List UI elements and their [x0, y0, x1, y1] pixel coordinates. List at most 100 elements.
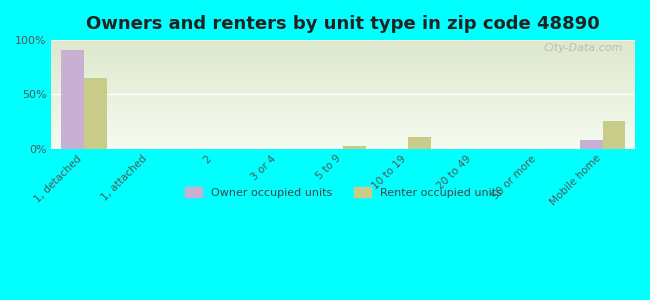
Bar	[51, 106, 635, 107]
Bar	[51, 128, 635, 129]
Bar	[51, 131, 635, 132]
Bar	[51, 65, 635, 66]
Bar	[51, 54, 635, 55]
Bar	[51, 66, 635, 67]
Bar	[51, 147, 635, 148]
Bar	[51, 90, 635, 91]
Bar	[51, 48, 635, 49]
Bar	[51, 134, 635, 136]
Bar	[51, 91, 635, 92]
Bar	[51, 81, 635, 83]
Bar	[51, 76, 635, 77]
Bar	[51, 136, 635, 138]
Bar	[51, 145, 635, 146]
Bar	[51, 62, 635, 63]
Bar	[51, 46, 635, 48]
Bar	[51, 99, 635, 100]
Bar	[51, 75, 635, 76]
Bar	[51, 139, 635, 140]
Bar	[51, 52, 635, 53]
Bar	[51, 146, 635, 147]
Bar	[580, 140, 603, 148]
Bar	[51, 95, 635, 97]
Bar	[51, 77, 635, 78]
Bar	[51, 112, 635, 113]
Bar	[51, 67, 635, 68]
Bar	[51, 55, 635, 56]
Bar	[51, 50, 635, 51]
Bar	[51, 80, 635, 81]
Bar	[51, 111, 635, 112]
Bar	[51, 87, 635, 88]
Bar	[51, 89, 635, 90]
Bar	[51, 126, 635, 127]
Bar	[51, 132, 635, 133]
Bar	[51, 94, 635, 95]
Bar	[51, 70, 635, 71]
Bar	[51, 79, 635, 80]
Bar	[51, 68, 635, 69]
Bar	[51, 103, 635, 104]
Bar	[84, 78, 107, 148]
Bar	[51, 58, 635, 60]
Bar	[51, 124, 635, 125]
Bar	[51, 41, 635, 42]
Bar	[51, 92, 635, 93]
Bar	[51, 138, 635, 139]
Legend: Owner occupied units, Renter occupied units: Owner occupied units, Renter occupied un…	[181, 183, 506, 203]
Bar	[51, 127, 635, 128]
Bar	[51, 129, 635, 130]
Bar	[51, 42, 635, 44]
Bar	[51, 116, 635, 117]
Bar	[51, 130, 635, 131]
Bar	[51, 115, 635, 116]
Bar	[51, 49, 635, 50]
Bar	[61, 50, 84, 148]
Bar	[51, 117, 635, 118]
Bar	[51, 60, 635, 61]
Bar	[51, 83, 635, 85]
Bar	[51, 53, 635, 54]
Bar	[51, 114, 635, 115]
Bar	[51, 82, 635, 83]
Bar	[51, 125, 635, 126]
Bar	[51, 40, 635, 41]
Bar	[51, 101, 635, 102]
Bar	[51, 85, 635, 86]
Bar	[51, 102, 635, 103]
Bar	[51, 142, 635, 143]
Bar	[51, 119, 635, 120]
Bar	[51, 56, 635, 58]
Bar	[51, 74, 635, 75]
Bar	[51, 44, 635, 46]
Bar	[51, 110, 635, 111]
Bar	[51, 64, 635, 65]
Bar	[343, 146, 366, 148]
Bar	[51, 100, 635, 101]
Bar	[51, 78, 635, 79]
Bar	[51, 122, 635, 124]
Bar	[51, 61, 635, 62]
Bar	[51, 144, 635, 145]
Title: Owners and renters by unit type in zip code 48890: Owners and renters by unit type in zip c…	[86, 15, 600, 33]
Bar	[51, 98, 635, 99]
Bar	[51, 73, 635, 74]
Bar	[51, 63, 635, 64]
Text: City-Data.com: City-Data.com	[544, 44, 623, 53]
Bar	[51, 143, 635, 144]
Bar	[51, 108, 635, 110]
Bar	[51, 51, 635, 52]
Bar	[603, 122, 625, 148]
Bar	[51, 71, 635, 73]
Bar	[51, 113, 635, 114]
Bar	[51, 120, 635, 122]
Bar	[51, 69, 635, 70]
Bar	[51, 141, 635, 142]
Bar	[51, 85, 635, 87]
Bar	[51, 133, 635, 134]
Bar	[51, 104, 635, 105]
Bar	[51, 93, 635, 94]
Bar	[51, 97, 635, 98]
Bar	[51, 88, 635, 89]
Bar	[51, 118, 635, 119]
